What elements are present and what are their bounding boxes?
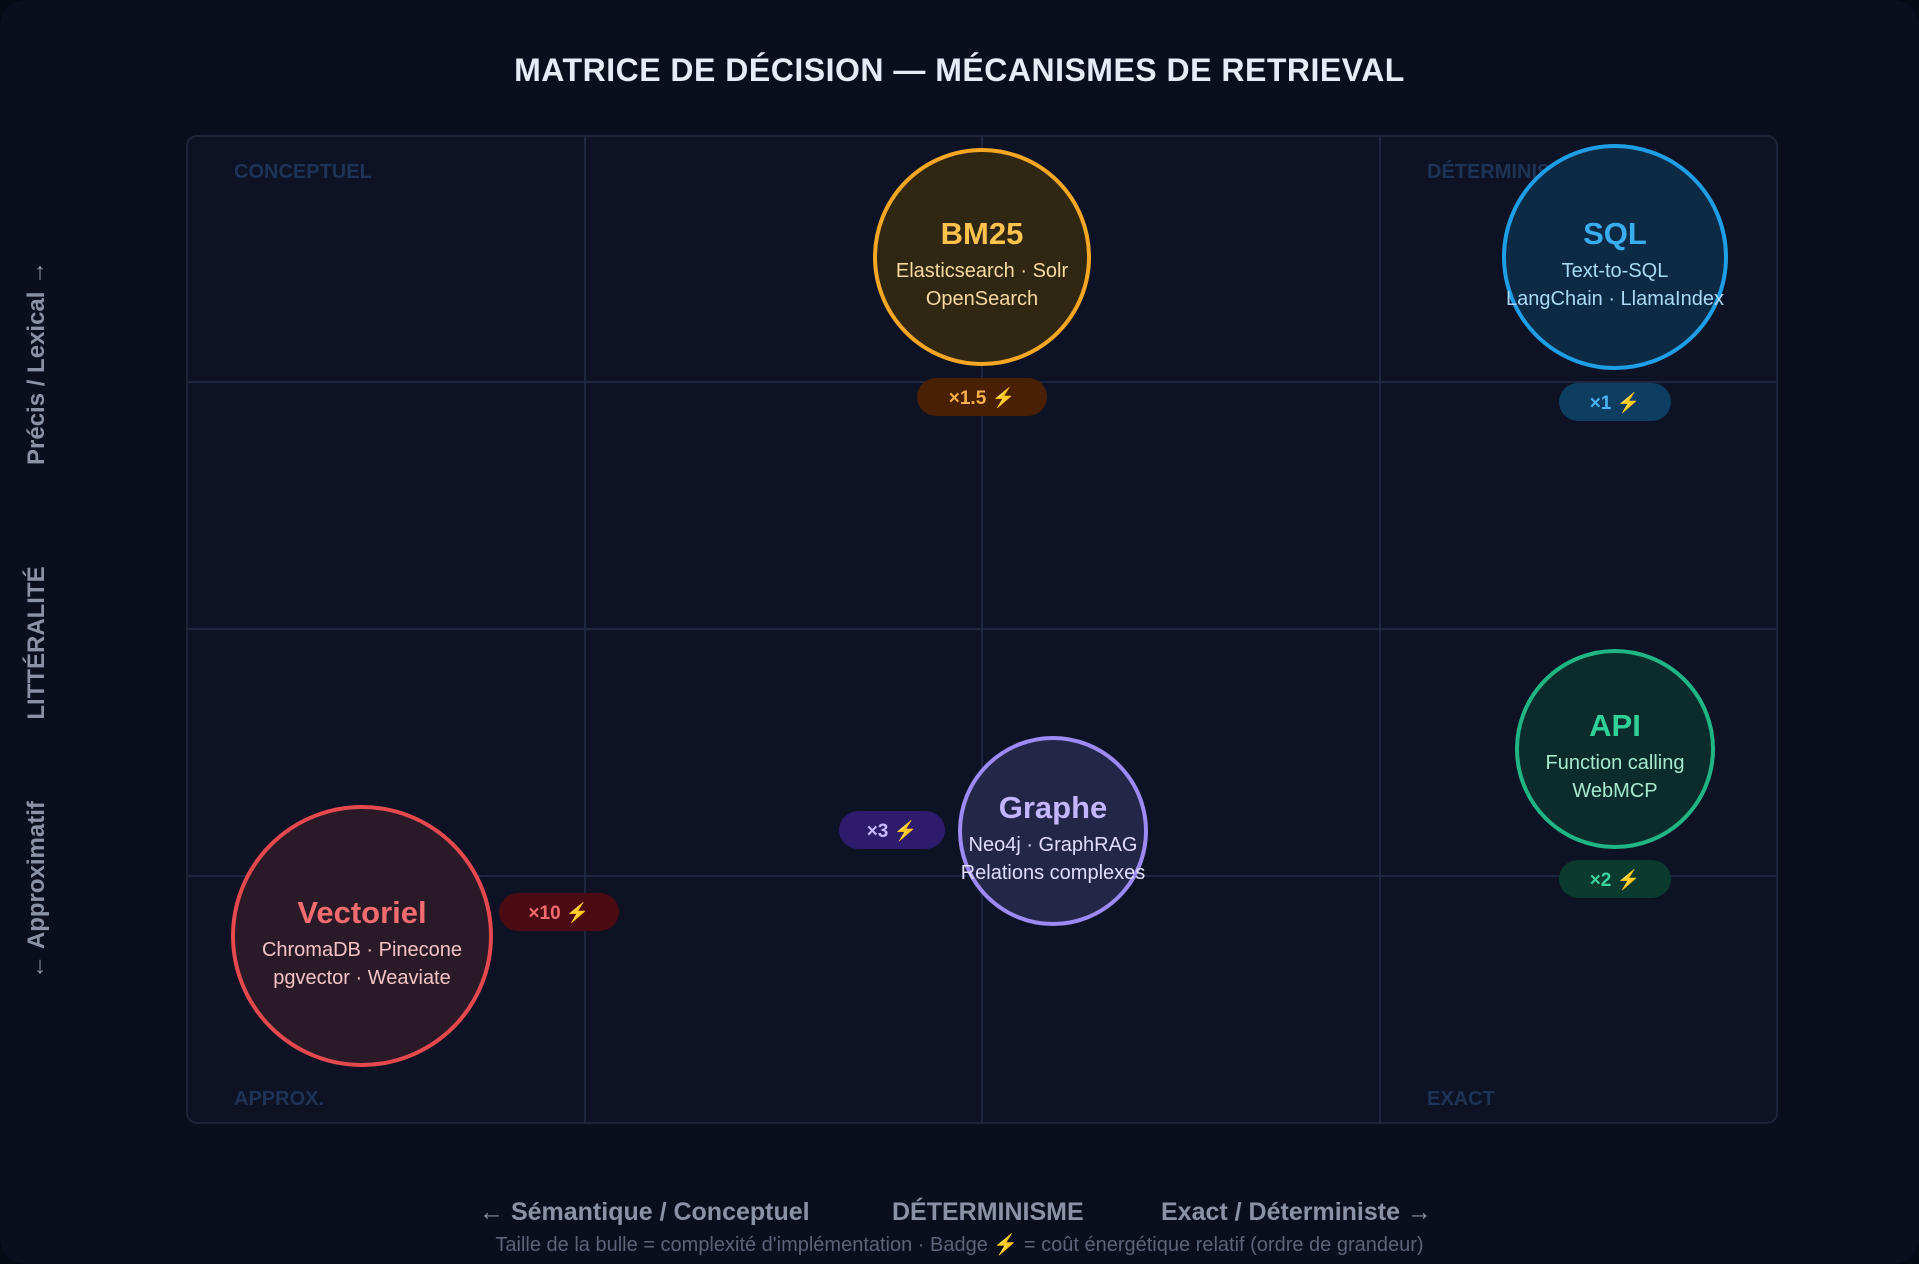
bubble-api-circle	[1515, 649, 1715, 849]
bubble-sql-title: SQL	[1583, 216, 1647, 251]
bubble-graphe: Graphe Neo4j · GraphRAG Relations complexe…	[839, 736, 1148, 926]
x-axis-label-middle: DÉTERMINISME	[892, 1198, 1084, 1226]
bubble-graphe-badge	[839, 811, 945, 849]
bubble-bm25-line2: OpenSearch	[926, 288, 1038, 310]
bubble-graphe-line1: Neo4j · GraphRAG	[969, 834, 1138, 856]
corner-label-bottom-left: APPROX.	[234, 1088, 324, 1110]
page-title: MATRICE DE DÉCISION — MÉCANISMES DE RETR…	[514, 52, 1405, 88]
y-axis-label-bottom: ← Approximatif	[23, 801, 50, 979]
bubble-sql-circle	[1502, 144, 1728, 370]
bubble-vectoriel-badge	[499, 893, 619, 931]
bubble-sql-line2: LangChain · LlamaIndex	[1506, 288, 1724, 310]
bubble-vectoriel-line2: pgvector · Weaviate	[273, 967, 451, 989]
x-axis-label-left: ← Sémantique / Conceptuel	[479, 1198, 810, 1226]
bubble-bm25-title: BM25	[941, 216, 1024, 251]
bubble-sql-badge	[1559, 383, 1671, 421]
bubble-api-badge	[1559, 860, 1671, 898]
bubble-vectoriel-badge-label: ×10 ⚡	[528, 901, 589, 924]
bubble-vectoriel-line1: ChromaDB · Pinecone	[262, 939, 462, 961]
y-axis-label-middle: LITTÉRALITÉ	[23, 566, 50, 720]
bubble-graphe-line2: Relations complexes	[961, 862, 1146, 884]
bubble-bm25: BM25 Elasticsearch · Solr OpenSearch ×1.5 ⚡	[873, 148, 1091, 416]
bubble-api-line2: WebMCP	[1572, 780, 1657, 802]
bubble-graphe-badge-label: ×3 ⚡	[867, 819, 918, 842]
bubble-api-title: API	[1589, 708, 1641, 743]
y-axis-label-top: Précis / Lexical →	[23, 260, 50, 465]
bubble-graphe-title: Graphe	[999, 790, 1108, 825]
corner-label-top-left: CONCEPTUEL	[234, 161, 372, 183]
bubble-bm25-line1: Elasticsearch · Solr	[896, 260, 1069, 282]
corner-label-bottom-right: EXACT	[1427, 1088, 1495, 1110]
bubble-sql-line1: Text-to-SQL	[1562, 260, 1669, 282]
bubble-bm25-badge-label: ×1.5 ⚡	[949, 386, 1015, 409]
bubble-sql: SQL Text-to-SQL LangChain · LlamaIndex ×1 ⚡	[1502, 144, 1728, 421]
bubble-graphe-circle	[958, 736, 1148, 926]
bubble-api-line1: Function calling	[1546, 752, 1685, 774]
bubble-api-badge-label: ×2 ⚡	[1590, 868, 1641, 891]
bubble-sql-badge-label: ×1 ⚡	[1590, 391, 1641, 414]
bubble-api: API Function calling WebMCP ×2 ⚡	[1515, 649, 1715, 898]
bubble-vectoriel-circle	[231, 805, 493, 1067]
bubble-bm25-circle	[873, 148, 1091, 366]
footnote: Taille de la bulle = complexité d'implém…	[495, 1234, 1424, 1256]
bubble-vectoriel: Vectoriel ChromaDB · Pinecone pgvector · W…	[231, 805, 619, 1067]
bubble-vectoriel-title: Vectoriel	[297, 895, 426, 930]
x-axis-label-right: Exact / Déterministe →	[1161, 1198, 1432, 1226]
bubble-bm25-badge	[917, 378, 1047, 416]
